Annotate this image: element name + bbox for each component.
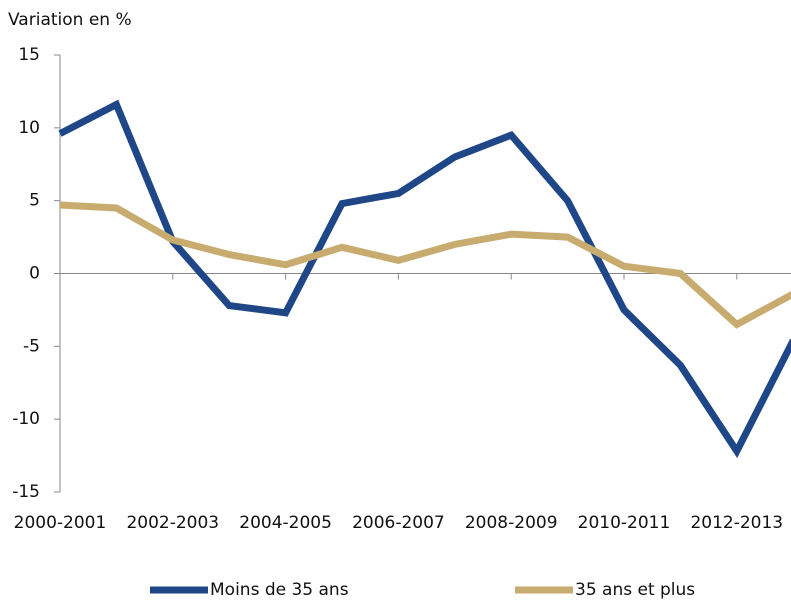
legend-label: Moins de 35 ans — [210, 580, 349, 600]
y-tick-label: 0 — [29, 264, 40, 284]
x-tick-label: 2002-2003 — [126, 513, 219, 533]
line-series — [59, 201, 791, 329]
x-tick-label: 2012-2013 — [690, 513, 783, 533]
x-tick-label: 2010-2011 — [578, 513, 671, 533]
x-tick-label: 2004-2005 — [239, 513, 332, 533]
y-tick-label: -10 — [12, 409, 40, 429]
line-series — [58, 99, 791, 459]
chart-title: Variation en % — [8, 10, 132, 30]
y-tick-label: 15 — [18, 45, 40, 65]
y-tick-label: 5 — [29, 191, 40, 211]
y-tick-label: 10 — [18, 118, 40, 138]
x-tick-label: 2006-2007 — [352, 513, 445, 533]
legend-label: 35 ans et plus — [575, 580, 695, 600]
y-tick-label: -5 — [23, 336, 40, 356]
x-tick-label: 2008-2009 — [465, 513, 558, 533]
y-tick-label: -15 — [12, 482, 40, 502]
x-tick-label: 2000-2001 — [14, 513, 107, 533]
